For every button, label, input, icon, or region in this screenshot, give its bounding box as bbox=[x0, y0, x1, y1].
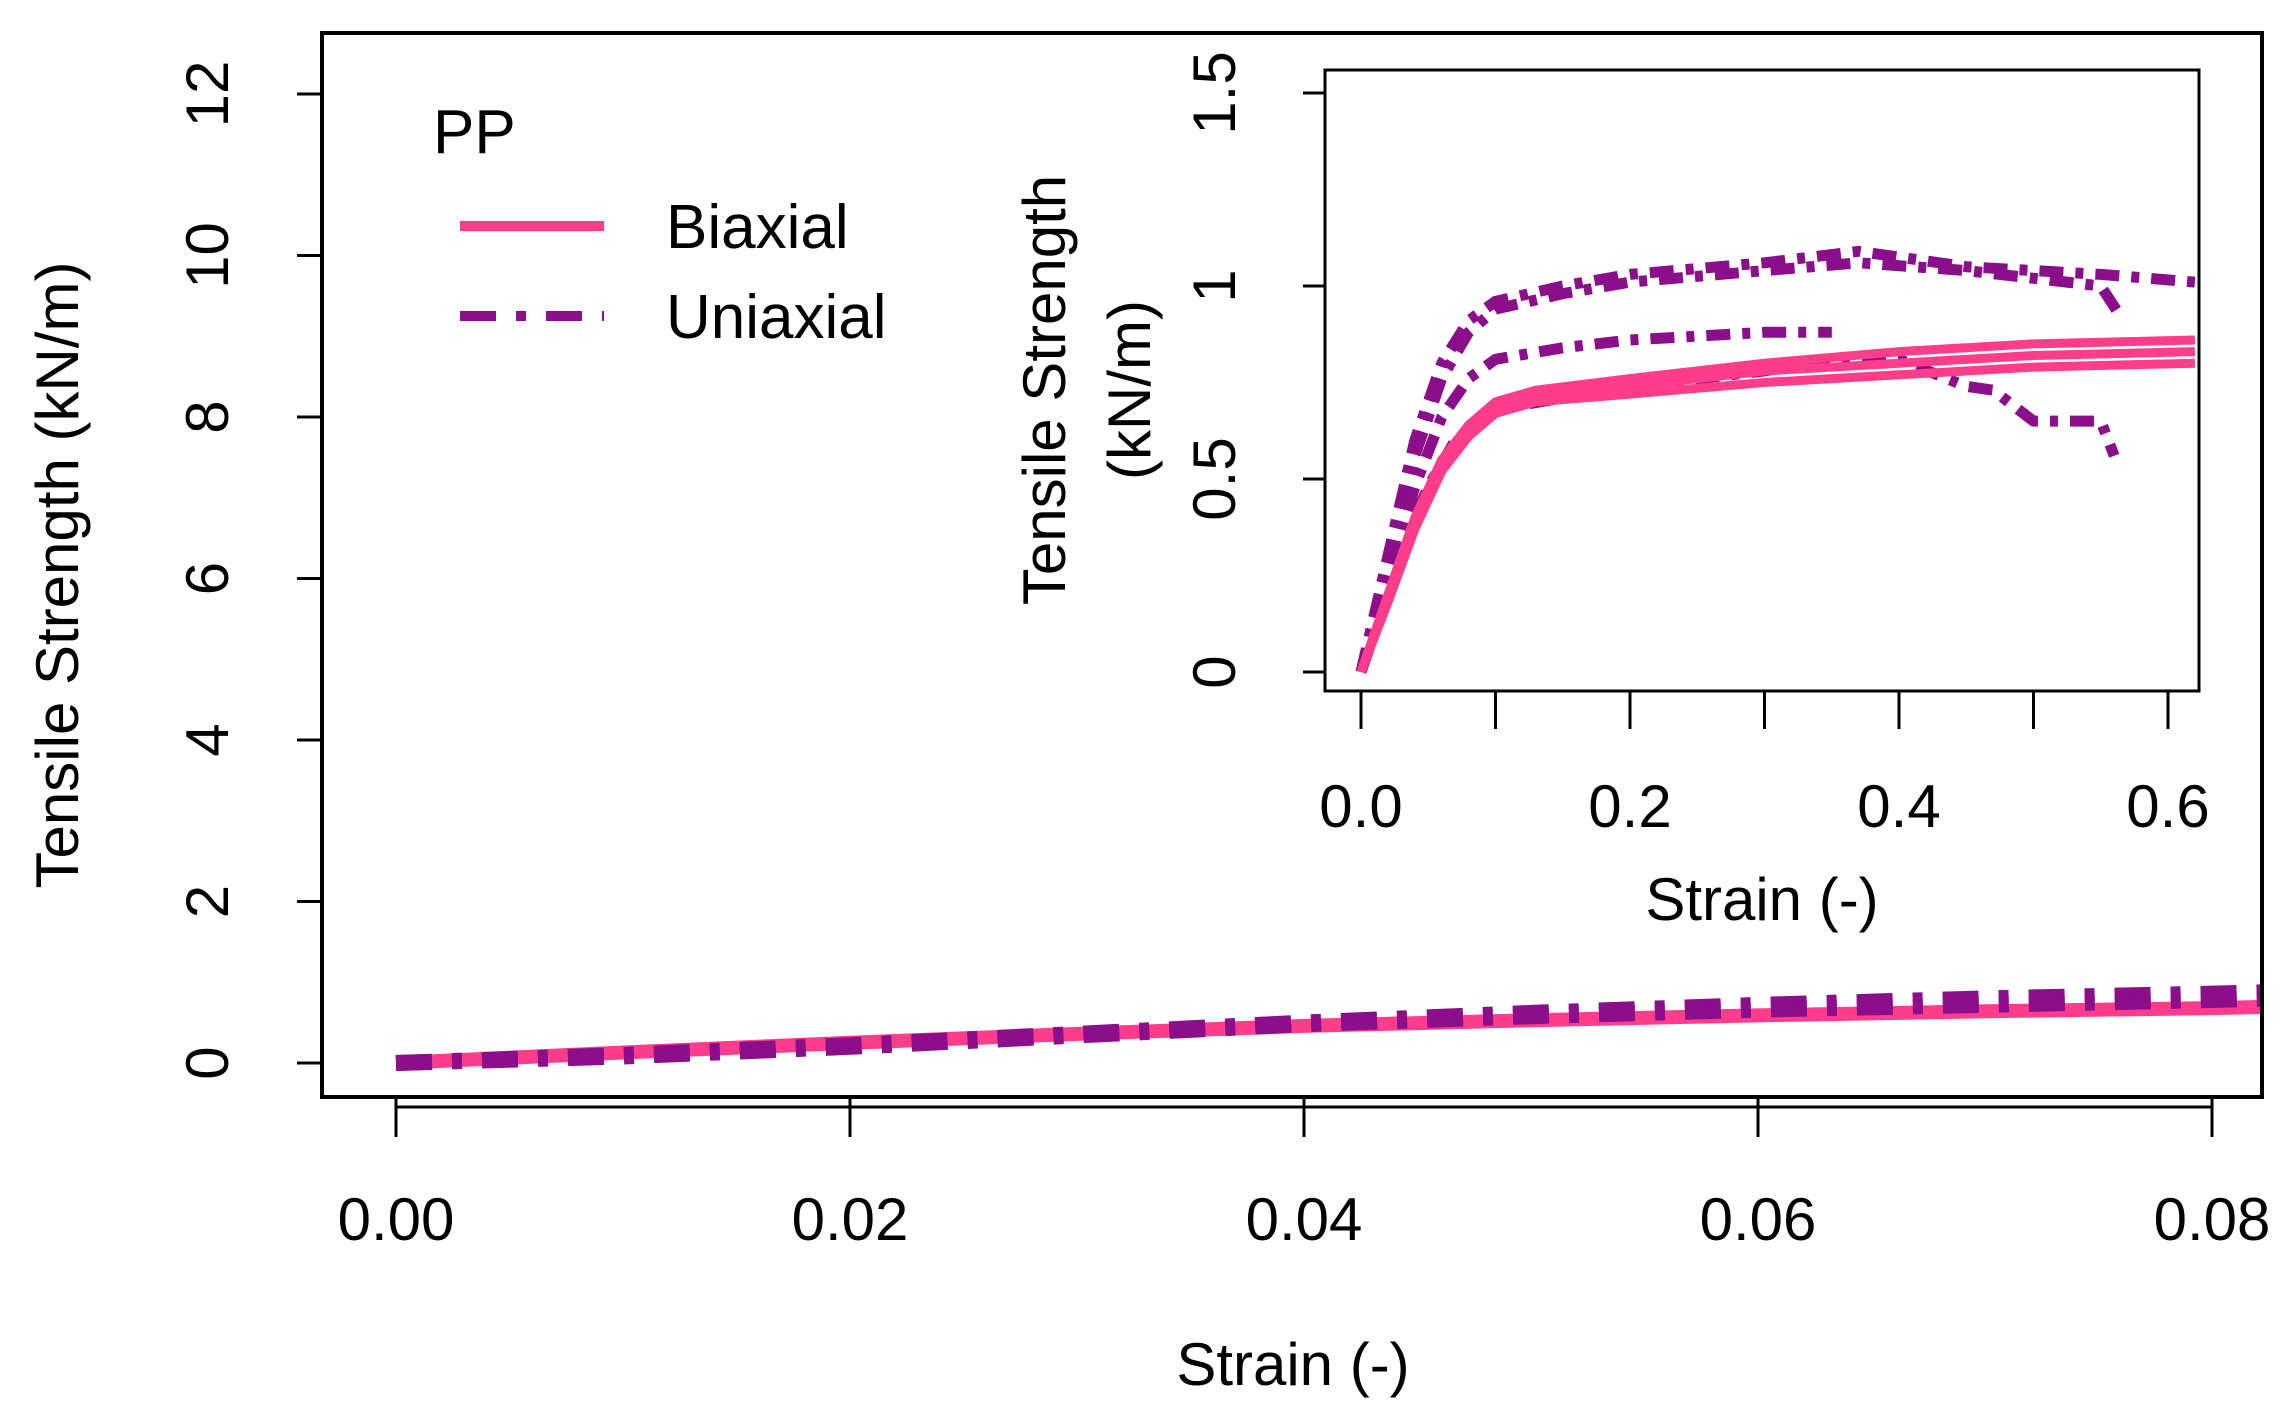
inset-y-axis-title-line-1: Tensile Strength bbox=[1011, 175, 1078, 605]
legend-label-uniaxial: Uniaxial bbox=[666, 283, 887, 352]
main-x-tick-label: 0.02 bbox=[792, 1186, 909, 1253]
main-x-tick-label: 0.00 bbox=[338, 1186, 455, 1253]
inset-y-tick-label: 0 bbox=[1181, 655, 1248, 688]
inset-x-axis-title: Strain (-) bbox=[1645, 866, 1878, 933]
inset-x-tick-label: 0.2 bbox=[1588, 773, 1671, 840]
inset-x-axis: 0.0 0.2 0.4 0.6 bbox=[1319, 691, 2210, 840]
main-y-axis-title: Tensile Strength (kN/m) bbox=[24, 262, 91, 889]
inset-series-biaxial-line bbox=[1356, 347, 2196, 674]
main-x-tick-label: 0.04 bbox=[1246, 1186, 1363, 1253]
inset-y-tick-label: 0.5 bbox=[1181, 437, 1248, 520]
main-x-axis: 0.00 0.02 0.04 0.06 0.08 bbox=[338, 1097, 2271, 1253]
main-x-tick-label: 0.06 bbox=[1700, 1186, 1817, 1253]
main-series bbox=[395, 984, 2260, 1071]
inset-y-tick-label: 1 bbox=[1181, 269, 1248, 302]
inset-x-tick-label: 0.6 bbox=[2126, 773, 2209, 840]
inset-x-tick-label: 0.4 bbox=[1857, 773, 1940, 840]
main-series-biaxial-line bbox=[395, 999, 2260, 1070]
inset-plot: 0 0.5 1 1.5 0.0 0.2 0.4 0.6 Tensile Strength (… bbox=[1011, 51, 2210, 933]
inset-y-tick-label: 1.5 bbox=[1181, 51, 1248, 134]
main-y-tick-label: 8 bbox=[174, 400, 241, 433]
main-y-tick-label: 4 bbox=[174, 723, 241, 756]
inset-x-tick-label: 0.0 bbox=[1319, 773, 1402, 840]
main-y-tick-label: 10 bbox=[174, 222, 241, 289]
legend: PP Biaxial Uniaxial bbox=[433, 98, 887, 352]
main-x-tick-label: 0.08 bbox=[2154, 1186, 2271, 1253]
main-y-tick-label: 12 bbox=[174, 61, 241, 128]
main-y-axis: 0 2 4 6 8 10 12 bbox=[174, 61, 324, 1080]
legend-title: PP bbox=[433, 98, 516, 167]
legend-label-biaxial: Biaxial bbox=[666, 193, 849, 262]
main-x-axis-title: Strain (-) bbox=[1176, 1331, 1409, 1398]
inset-y-axis-title-line-2: (kN/m) bbox=[1096, 300, 1163, 480]
main-y-tick-label: 2 bbox=[174, 885, 241, 918]
inset-series bbox=[1355, 245, 2196, 674]
main-y-tick-label: 0 bbox=[174, 1046, 241, 1079]
inset-y-axis: 0 0.5 1 1.5 bbox=[1181, 51, 1327, 689]
inset-series-uniaxial-line bbox=[1355, 257, 2126, 674]
main-y-tick-label: 6 bbox=[174, 562, 241, 595]
